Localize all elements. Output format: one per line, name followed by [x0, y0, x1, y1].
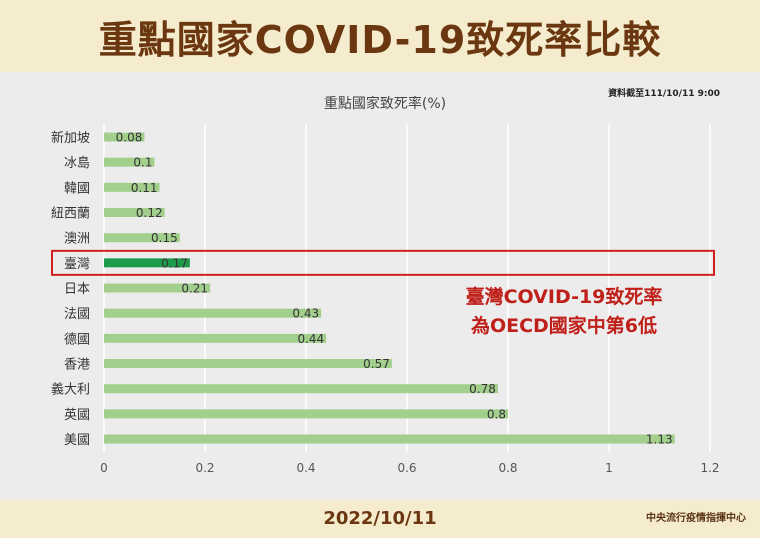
callout-line-1: 臺灣COVID-19致死率	[466, 285, 663, 308]
bar-香港	[104, 359, 392, 369]
header-banner: 重點國家COVID-19致死率比較	[0, 0, 760, 72]
bar-德國	[104, 333, 327, 343]
category-label: 紐西蘭	[51, 206, 90, 222]
category-label: 日本	[64, 282, 90, 297]
bar-韓國	[104, 182, 160, 192]
x-tick-label: 0.6	[397, 461, 416, 475]
category-label: 冰島	[64, 156, 90, 171]
bar-義大利	[104, 384, 498, 394]
category-label: 韓國	[64, 181, 90, 196]
footer: 2022/10/11 中央流行疫情指揮中心	[0, 500, 760, 538]
footer-date: 2022/10/11	[323, 508, 437, 529]
category-label: 美國	[64, 433, 90, 448]
chart-title: 重點國家致死率(%)	[324, 95, 446, 112]
bars	[104, 132, 675, 444]
value-label: 0.8	[487, 407, 506, 421]
value-label: 0.12	[136, 206, 163, 220]
value-label: 0.57	[363, 357, 390, 371]
bar-日本	[104, 283, 211, 293]
callout-line-2: 為OECD國家中第6低	[471, 314, 657, 337]
x-tick-label: 0	[100, 461, 108, 475]
gridlines	[103, 124, 711, 452]
bar-法國	[104, 308, 322, 318]
bar-新加坡	[104, 132, 145, 142]
bar-紐西蘭	[104, 208, 165, 218]
highlight-group	[51, 249, 715, 276]
page-title: 重點國家COVID-19致死率比較	[98, 17, 662, 62]
category-label: 新加坡	[51, 130, 90, 146]
x-axis-ticks: 0 0.2 0.4 0.6 0.8 1 1.2	[100, 461, 719, 475]
bar-美國	[104, 434, 675, 444]
value-label: 0.44	[297, 332, 324, 346]
x-tick-label: 0.8	[498, 461, 517, 475]
category-label: 義大利	[51, 382, 90, 398]
bar-臺灣	[104, 258, 190, 268]
value-label: 0.43	[292, 307, 319, 321]
category-label: 香港	[64, 358, 90, 373]
category-label: 澳洲	[64, 231, 90, 247]
value-label: 0.21	[181, 282, 208, 296]
x-tick-label: 1.2	[700, 461, 719, 475]
value-label: 0.17	[161, 256, 188, 270]
category-label: 法國	[64, 307, 90, 322]
value-label: 0.08	[116, 131, 143, 145]
bar-冰島	[104, 157, 155, 167]
x-tick-label: 1	[605, 461, 613, 475]
bar-英國	[104, 409, 508, 419]
value-label: 0.11	[131, 181, 158, 195]
category-label: 臺灣	[64, 257, 90, 272]
category-label: 德國	[64, 332, 90, 347]
x-tick-label: 0.2	[195, 461, 214, 475]
value-label: 0.15	[151, 231, 178, 245]
footer-source: 中央流行疫情指揮中心	[646, 513, 746, 524]
value-label: 0.1	[133, 156, 152, 170]
x-tick-label: 0.4	[296, 461, 315, 475]
highlight-box	[51, 249, 715, 276]
value-label: 1.13	[646, 433, 673, 447]
category-label: 英國	[64, 408, 90, 423]
bar-澳洲	[104, 233, 180, 243]
data-date-note: 資料截至111/10/11 9:00	[608, 87, 720, 99]
value-label: 0.78	[469, 382, 496, 396]
value-labels: 0.08 0.1 0.11 0.12 0.15 0.17 0.21 0.43 0.44 0.57 0…	[116, 131, 673, 447]
